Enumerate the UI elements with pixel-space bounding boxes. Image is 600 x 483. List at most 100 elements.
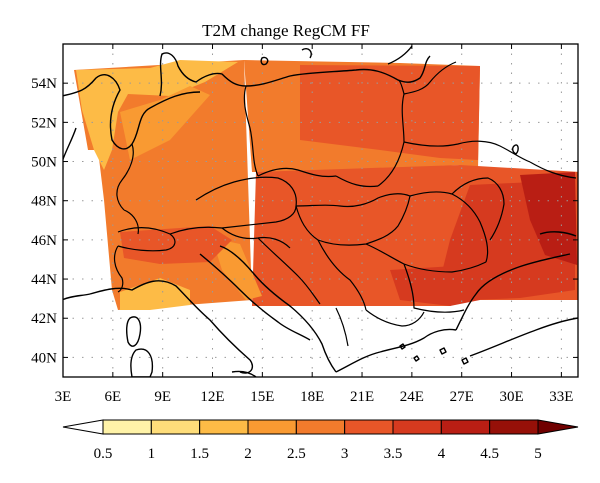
colorbar-level-label: 3.5 [384,446,403,462]
longitude-tick-labels: 3E 6E 9E 12E 15E 18E 21E 24E 27E 30E 33E [55,389,574,405]
country-borders [113,61,577,347]
border-poland-czech [257,167,337,178]
colorbar-bin [440,419,491,435]
plot-area [63,44,578,377]
border-poland-slovakia [335,175,379,188]
lon-tick-label: 9E [154,389,171,405]
lat-tick-label: 54N [31,76,57,92]
lat-tick-label: 48N [31,194,57,210]
plot-frame [62,43,579,378]
lat-tick-label: 46N [31,233,57,249]
gulf-riga-coast [387,45,413,65]
adriatic-west-coast [199,253,311,341]
border-ukraine-russia [529,161,577,179]
latitude-tick-labels: 40N 42N 44N 46N 48N 50N 52N 54N [31,76,57,366]
lon-tick-label: 21E [350,389,374,405]
lat-tick-label: 52N [31,115,57,131]
colorbar-bin [489,419,539,435]
island-ne [511,144,519,155]
border-benelux-germany [116,143,134,211]
corsica [125,316,142,347]
sicily-edge [231,370,257,377]
bornholm [260,56,269,66]
colorbar-extend-low [62,419,104,435]
colorbar-level-label: 3 [341,446,349,462]
adriatic-east-coast [219,245,337,373]
colorbar-labels: 0.5 1 1.5 2 2.5 3 3.5 4 4.5 5 [94,446,542,462]
greece-coast [335,328,457,373]
coastlines [63,45,578,377]
colorbar-level-label: 4.5 [480,446,499,462]
border-serbia [317,239,367,311]
field-region-netherlands [76,60,238,170]
lon-tick-label: 24E [400,389,424,405]
field-region-ligurian [120,278,190,310]
north-sea-coast [63,74,201,150]
lon-tick-label: 30E [499,389,523,405]
border-moldova [451,177,505,241]
lon-tick-label: 33E [549,389,573,405]
lat-tick-label: 44N [31,272,57,288]
lon-tick-label: 27E [450,389,474,405]
lon-tick-label: 15E [250,389,274,405]
border-macedonia-greece [365,309,425,327]
turkey-coast [469,317,578,357]
colorbar-level-label: 1 [148,446,156,462]
crimea-coast [539,231,577,237]
colorbar-level-label: 0.5 [94,446,113,462]
lat-tick-label: 50N [31,155,57,171]
colorbar-bin [247,419,297,435]
border-germany-poland [243,85,259,177]
field-region-east-peak [520,172,577,265]
colorbar-level-label: 2 [244,446,252,462]
border-romania-east [409,191,489,263]
border-swiss [117,227,176,252]
colorbar-bin [150,419,201,435]
border-poland-east [377,79,405,187]
lon-tick-label: 3E [55,389,72,405]
black-sea-coast [455,253,571,331]
colorbar-level-label: 2.5 [287,446,306,462]
sardinia [130,348,154,377]
france-atlantic-coast [63,293,91,301]
border-france-germany [123,209,139,235]
border-lithuania-belarus [403,61,457,95]
colorbar-extend-high [537,419,579,435]
field-region-coast-cool [120,86,210,160]
baltic-coast [245,55,431,87]
colorbar-bin [102,419,152,435]
colorbar-level-label: 1.5 [190,446,209,462]
colorbar-bin [199,419,249,435]
border-bulgaria [403,263,465,313]
colorbar [62,419,579,435]
lat-tick-label: 40N [31,350,57,366]
border-hungary-north [295,193,411,208]
field-region-adriatic [212,238,262,300]
colorbar-bin [295,419,346,435]
colorbar-bin [344,419,394,435]
lat-tick-label: 42N [31,311,57,327]
axis-ticks [62,44,578,377]
gotland-edge [301,48,312,59]
greek-islands [399,343,469,365]
lon-tick-label: 6E [105,389,122,405]
border-alps-austria [169,205,297,235]
border-romania-west [365,243,405,265]
field-region-northeast [300,65,480,160]
denmark-coast [159,52,247,97]
border-france-italy [113,245,124,293]
lon-tick-label: 12E [200,389,224,405]
colorbar-level-label: 4 [438,446,446,462]
border-romania-south [403,261,487,273]
gridlines [63,44,578,377]
map-title: T2M change RegCM FF [202,21,370,40]
colorbar-bin [392,419,442,435]
field-region-alps [120,226,232,264]
lon-tick-label: 18E [300,389,324,405]
border-belarus-ukraine [403,140,531,163]
border-croatia-bosnia [257,237,321,305]
colorbar-level-label: 5 [534,446,542,462]
border-germany-czech [195,176,297,207]
border-albania [335,307,349,347]
